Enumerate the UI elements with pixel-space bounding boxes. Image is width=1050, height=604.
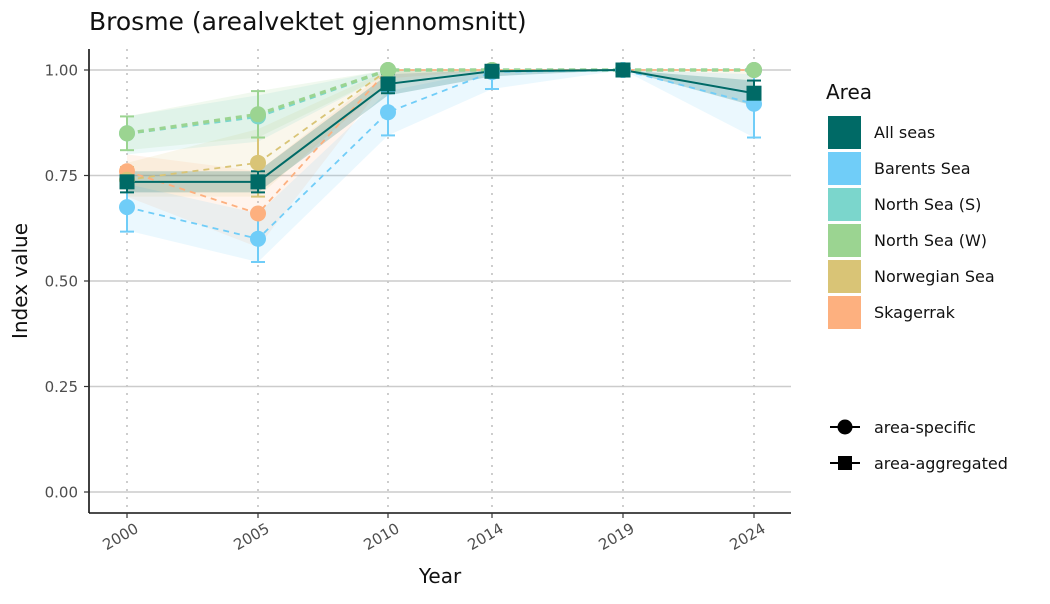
legend-item: North Sea (S) [828, 188, 981, 221]
point-circle [250, 154, 266, 171]
band-north-sea-s [127, 70, 754, 155]
legend-item: Skagerrak [828, 296, 956, 329]
legend-swatch [828, 152, 861, 185]
x-axis-label: Year [418, 564, 462, 588]
legend-label: All seas [874, 123, 935, 142]
confidence-bands [127, 70, 754, 263]
x-tick-label: 2014 [464, 519, 506, 554]
line-north-sea-w [126, 68, 754, 135]
legend-shape-item: area-specific [830, 418, 976, 437]
square-icon [838, 456, 852, 470]
point-square [119, 174, 135, 190]
y-tick-labels: 0.00 0.25 0.50 0.75 1.00 [45, 62, 89, 502]
band-skagerrak [127, 70, 754, 248]
legend-item: All seas [828, 116, 935, 149]
point-circle [746, 62, 762, 78]
point-square [250, 174, 266, 190]
legend-swatch [828, 116, 861, 149]
legend-color-items: All seas Barents Sea North Sea (S) North Se… [828, 116, 995, 329]
band-north-sea-w [127, 70, 754, 151]
point-circle [250, 230, 266, 247]
legend-item: North Sea (W) [828, 224, 987, 257]
circle-icon [837, 419, 853, 435]
point-circle [119, 125, 135, 142]
y-axis-label: Index value [8, 223, 32, 339]
legend-shape-label: area-specific [874, 418, 976, 437]
point-square [746, 85, 762, 101]
y-tick-label: 1.00 [45, 62, 78, 80]
legend-item: Barents Sea [828, 152, 971, 185]
legend-label: Skagerrak [874, 303, 956, 322]
band-norwegian-sea [127, 70, 754, 197]
point-circle [250, 205, 266, 222]
legend-label: Norwegian Sea [874, 267, 995, 286]
point-square [380, 76, 396, 92]
line-barents-sea [126, 69, 755, 240]
y-tick-label: 0.50 [45, 273, 78, 291]
point-circle [380, 104, 396, 121]
line-all-seas [127, 68, 755, 183]
legend-swatch [828, 296, 861, 329]
legend: Area All seas Barents Sea North Sea (S) Nor… [826, 80, 1008, 473]
legend-shape-items: area-specific area-aggregated [830, 418, 1008, 473]
x-tick-label: 2000 [99, 519, 141, 554]
chart-title: Brosme (arealvektet gjennomsnitt) [89, 7, 527, 36]
x-tick-labels: 2000 2005 2010 2014 2019 2024 [99, 513, 769, 554]
x-tick-label: 2019 [595, 519, 637, 554]
x-tick-label: 2010 [360, 519, 402, 554]
data-points [119, 62, 762, 247]
point-circle [250, 106, 266, 123]
point-square [484, 63, 500, 79]
legend-swatch [828, 188, 861, 221]
legend-swatch [828, 224, 861, 257]
legend-shape-item: area-aggregated [830, 454, 1008, 473]
legend-title: Area [826, 80, 872, 104]
legend-label: North Sea (W) [874, 231, 987, 250]
point-circle [119, 199, 135, 216]
legend-item: Norwegian Sea [828, 260, 995, 293]
series-lines [126, 68, 755, 240]
x-tick-label: 2005 [230, 519, 272, 554]
point-square [615, 62, 631, 78]
legend-label: Barents Sea [874, 159, 971, 178]
y-tick-label: 0.25 [45, 378, 78, 396]
legend-swatch [828, 260, 861, 293]
legend-shape-label: area-aggregated [874, 454, 1008, 473]
y-tick-label: 0.00 [45, 484, 78, 502]
x-tick-label: 2024 [726, 519, 768, 554]
point-circle [380, 62, 396, 78]
y-tick-label: 0.75 [45, 167, 78, 185]
line-skagerrak [126, 69, 754, 215]
legend-label: North Sea (S) [874, 195, 981, 214]
